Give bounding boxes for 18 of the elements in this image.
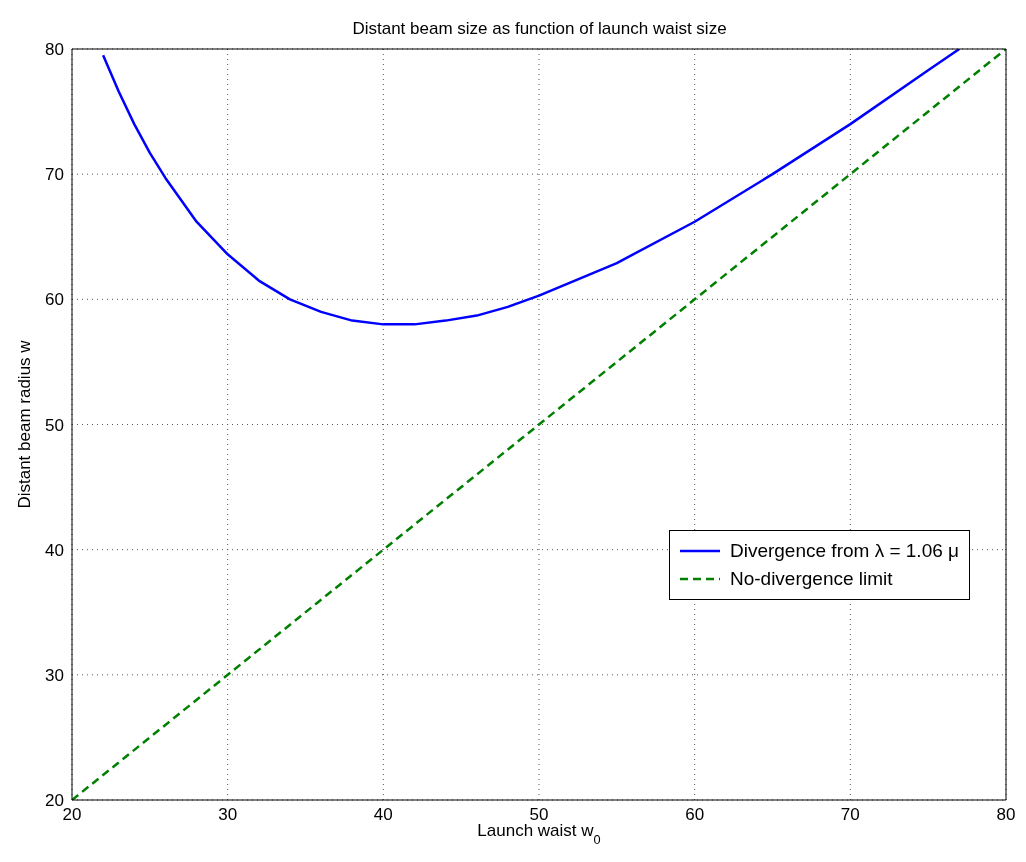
chart-title: Distant beam size as function of launch waist size — [352, 19, 727, 38]
x-tick-label: 20 — [62, 805, 82, 825]
line-series — [101, 49, 961, 326]
x-tick-label: 80 — [996, 805, 1016, 825]
x-tick-label: 60 — [685, 805, 705, 825]
y-axis-title: Distant beam radius w — [15, 339, 34, 509]
legend-label: Divergence from λ = 1.06 μ — [729, 539, 959, 563]
y-tick-label: 30 — [45, 665, 64, 685]
y-tick-label: 80 — [45, 40, 64, 60]
x-tick-label: 30 — [218, 805, 238, 825]
y-tick-label: 70 — [45, 165, 64, 185]
x-tick-label: 70 — [840, 805, 860, 825]
y-tick-label: 50 — [45, 415, 64, 435]
legend-label: No-divergence limit — [729, 567, 893, 591]
x-tick-label: 40 — [373, 805, 393, 825]
y-tick-label: 40 — [45, 540, 64, 560]
y-tick-label: 20 — [45, 791, 64, 811]
y-tick-label: 60 — [45, 290, 64, 310]
